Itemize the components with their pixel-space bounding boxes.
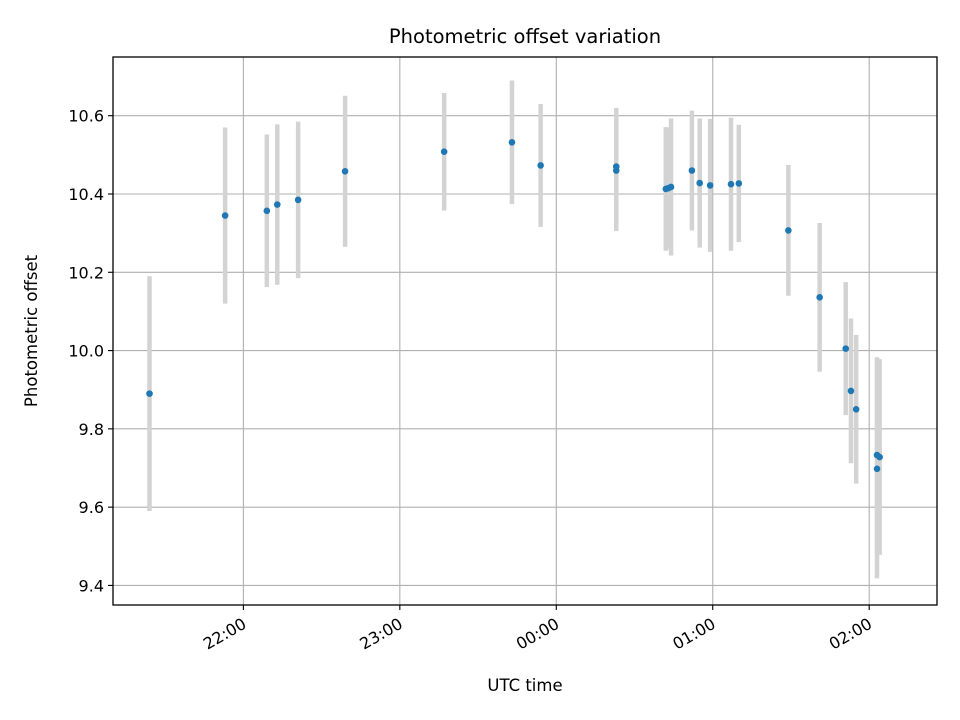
y-tick-label: 10.6 (68, 107, 104, 126)
plot-area (112, 56, 938, 606)
y-tick-label: 9.8 (79, 420, 104, 439)
y-tick-label: 10.4 (68, 185, 104, 204)
data-point (842, 345, 850, 352)
data-point (706, 182, 714, 189)
x-axis-title: UTC time (487, 676, 562, 695)
y-tick-label: 9.4 (79, 576, 104, 595)
data-point (273, 201, 281, 208)
data-point (727, 180, 735, 188)
data-point (696, 179, 704, 187)
data-point (508, 139, 516, 146)
data-point (852, 405, 860, 413)
data-point (263, 207, 271, 215)
data-point (735, 180, 743, 187)
x-tick-label: 01:00 (669, 614, 718, 654)
data-point (537, 162, 544, 169)
x-tick-label: 00:00 (513, 614, 562, 654)
data-point (440, 148, 448, 156)
x-tick-label: 22:00 (200, 614, 249, 654)
error-bars (147, 80, 882, 579)
data-point (341, 167, 349, 175)
data-point (221, 212, 229, 219)
grid (113, 57, 937, 605)
y-tick-label: 10.2 (68, 263, 104, 282)
data-point (873, 465, 881, 473)
y-tick-label: 10.0 (68, 342, 104, 361)
x-tick-label: 02:00 (826, 614, 875, 654)
chart-title: Photometric offset variation (389, 25, 661, 48)
data-point (688, 167, 696, 174)
data-points (146, 139, 883, 473)
data-point (785, 227, 792, 234)
data-point (876, 453, 883, 461)
data-point (146, 390, 153, 397)
data-point (847, 387, 855, 395)
y-tick-label: 9.6 (79, 498, 104, 517)
data-point (612, 163, 620, 170)
axis-ticks: 22:00 23:00 00:00 01:00 02:00 9.4 9.6 9.8 10.0 10… (68, 107, 875, 654)
data-point (294, 196, 302, 204)
x-tick-label: 23:00 (356, 614, 405, 654)
y-axis-title: Photometric offset (22, 254, 41, 407)
data-point (667, 183, 675, 191)
data-point (816, 294, 823, 301)
